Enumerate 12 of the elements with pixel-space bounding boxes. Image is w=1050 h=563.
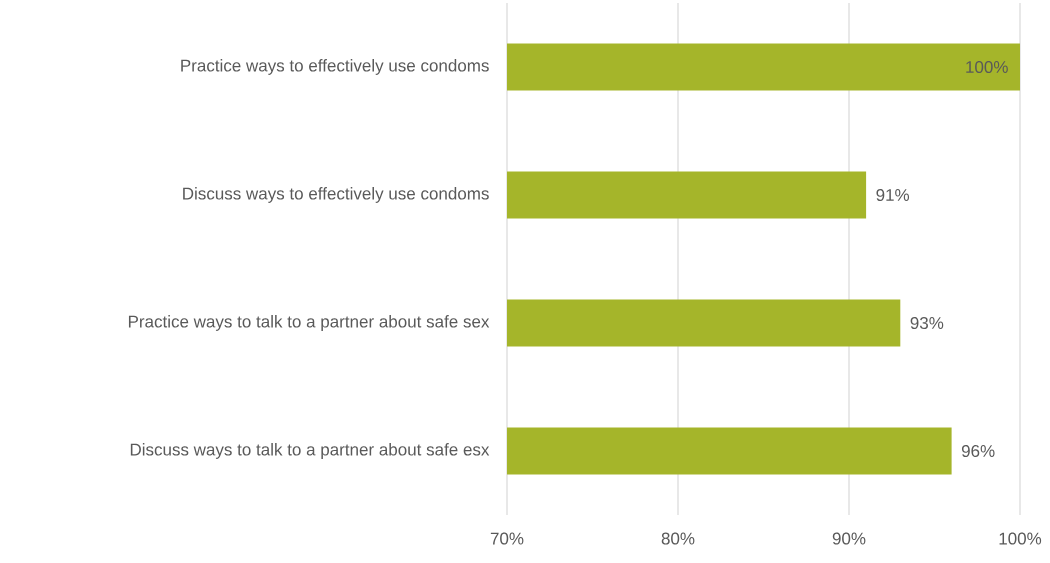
- y-tick-label: Discuss ways to effectively use condoms: [183, 187, 489, 203]
- data-label: 93%: [910, 316, 944, 330]
- x-tick-label: 100%: [999, 532, 1042, 545]
- data-label: 100%: [966, 60, 1008, 74]
- data-label: 96%: [961, 444, 995, 458]
- data-label: 91%: [876, 188, 910, 202]
- y-tick-label: Discuss ways to talk to a partner about safe esx: [130, 443, 490, 459]
- x-tick-label: 70%: [490, 532, 524, 545]
- x-tick-label: 80%: [661, 532, 695, 545]
- y-tick-label: Practice ways to effectively use condoms: [181, 59, 489, 75]
- x-tick-label: 90%: [832, 532, 866, 545]
- y-tick-label: Practice ways to talk to a partner about safe sex: [128, 315, 490, 331]
